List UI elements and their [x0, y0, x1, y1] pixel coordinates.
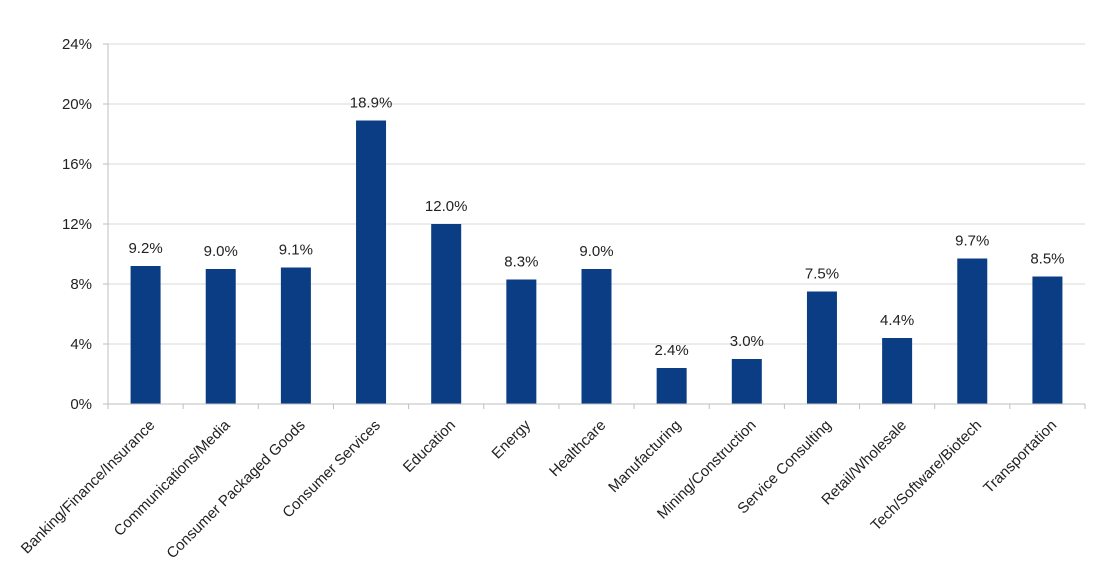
- bar[interactable]: [130, 266, 161, 404]
- bar[interactable]: [957, 258, 988, 405]
- bar[interactable]: [581, 269, 612, 404]
- y-tick-label: 20%: [62, 96, 92, 113]
- bar[interactable]: [806, 291, 837, 405]
- x-category-label: Energy: [489, 416, 535, 462]
- bar-value-label: 9.1%: [279, 242, 313, 259]
- bar-value-label: 2.4%: [655, 342, 689, 359]
- x-category-label: Transportation: [980, 417, 1060, 497]
- x-category-label: Healthcare: [546, 417, 609, 480]
- bar[interactable]: [506, 279, 537, 405]
- bar-value-label: 7.5%: [805, 266, 839, 283]
- x-category-label: Manufacturing: [605, 417, 684, 496]
- y-tick-label: 12%: [62, 216, 92, 233]
- y-tick-label: 4%: [70, 336, 92, 353]
- x-category-label: Consumer Packaged Goods: [163, 417, 308, 562]
- bar[interactable]: [882, 338, 913, 404]
- bar[interactable]: [205, 269, 236, 404]
- y-tick-label: 8%: [70, 276, 92, 293]
- bar-value-label: 8.3%: [504, 254, 538, 271]
- bar-value-label: 8.5%: [1030, 251, 1064, 268]
- x-category-label: Education: [400, 417, 459, 476]
- y-tick-label: 0%: [70, 396, 92, 413]
- bar[interactable]: [431, 224, 462, 404]
- bar-value-label: 9.0%: [204, 243, 238, 260]
- y-tick-label: 24%: [62, 36, 92, 53]
- bar-value-label: 3.0%: [730, 333, 764, 350]
- bar-value-label: 9.2%: [128, 240, 162, 257]
- bar[interactable]: [1032, 276, 1063, 405]
- bar[interactable]: [731, 359, 762, 404]
- x-category-label: Banking/Finance/Insurance: [18, 417, 159, 558]
- bar-value-label: 18.9%: [350, 95, 393, 112]
- y-tick-label: 16%: [62, 156, 92, 173]
- bar[interactable]: [656, 368, 687, 404]
- bar-value-label: 4.4%: [880, 312, 914, 329]
- bar-value-label: 12.0%: [425, 198, 468, 215]
- bar-value-label: 9.7%: [955, 233, 989, 250]
- bar[interactable]: [280, 267, 311, 405]
- bar[interactable]: [356, 120, 387, 405]
- bar-value-label: 9.0%: [579, 243, 613, 260]
